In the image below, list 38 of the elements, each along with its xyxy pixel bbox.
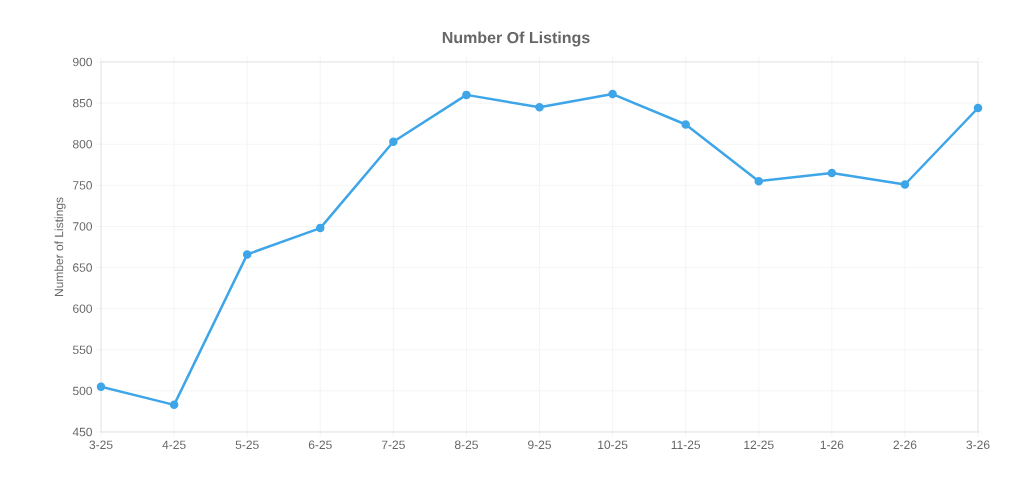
point xyxy=(681,120,690,129)
x-tick-label: 12-25 xyxy=(744,440,774,450)
y-tick-label: 900 xyxy=(73,57,93,67)
x-tick-label: 10-25 xyxy=(598,440,628,450)
y-axis-title: Number of Listings xyxy=(54,197,66,297)
chart-title: Number Of Listings xyxy=(442,31,590,47)
point xyxy=(827,168,837,178)
x-tick-label: 11-25 xyxy=(671,440,701,450)
x-tick-label: 6-25 xyxy=(308,440,332,450)
x-tick-label: 8-25 xyxy=(454,440,478,450)
x-tick-label: 3-25 xyxy=(89,440,113,450)
point xyxy=(242,250,252,259)
x-tick-label: 3-26 xyxy=(966,440,990,450)
y-tick-label: 650 xyxy=(73,263,93,272)
y-tick-label: 450 xyxy=(72,427,93,437)
point xyxy=(96,382,106,392)
y-tick-label: 600 xyxy=(73,304,93,313)
x-tick-label: 2-26 xyxy=(893,440,917,450)
point xyxy=(535,102,544,112)
y-tick-label: 750 xyxy=(73,181,93,190)
y-tick-label: 850 xyxy=(72,98,93,108)
x-tick-label: 5-25 xyxy=(235,440,259,450)
x-tick-label: 9-25 xyxy=(528,440,551,450)
y-tick-label: 550 xyxy=(72,345,93,355)
point xyxy=(900,180,910,189)
y-tick-label: 800 xyxy=(72,139,93,149)
point xyxy=(316,223,325,233)
point xyxy=(608,89,617,99)
point xyxy=(389,137,398,146)
point xyxy=(169,400,179,410)
point xyxy=(973,103,983,113)
x-tick-label: 4-25 xyxy=(162,440,186,450)
point xyxy=(754,176,763,186)
y-tick-label: 700 xyxy=(73,222,93,231)
x-tick-label: 7-25 xyxy=(381,440,405,450)
x-tick-label: 1-26 xyxy=(820,440,844,450)
point xyxy=(462,90,471,100)
y-tick-label: 500 xyxy=(72,386,93,396)
